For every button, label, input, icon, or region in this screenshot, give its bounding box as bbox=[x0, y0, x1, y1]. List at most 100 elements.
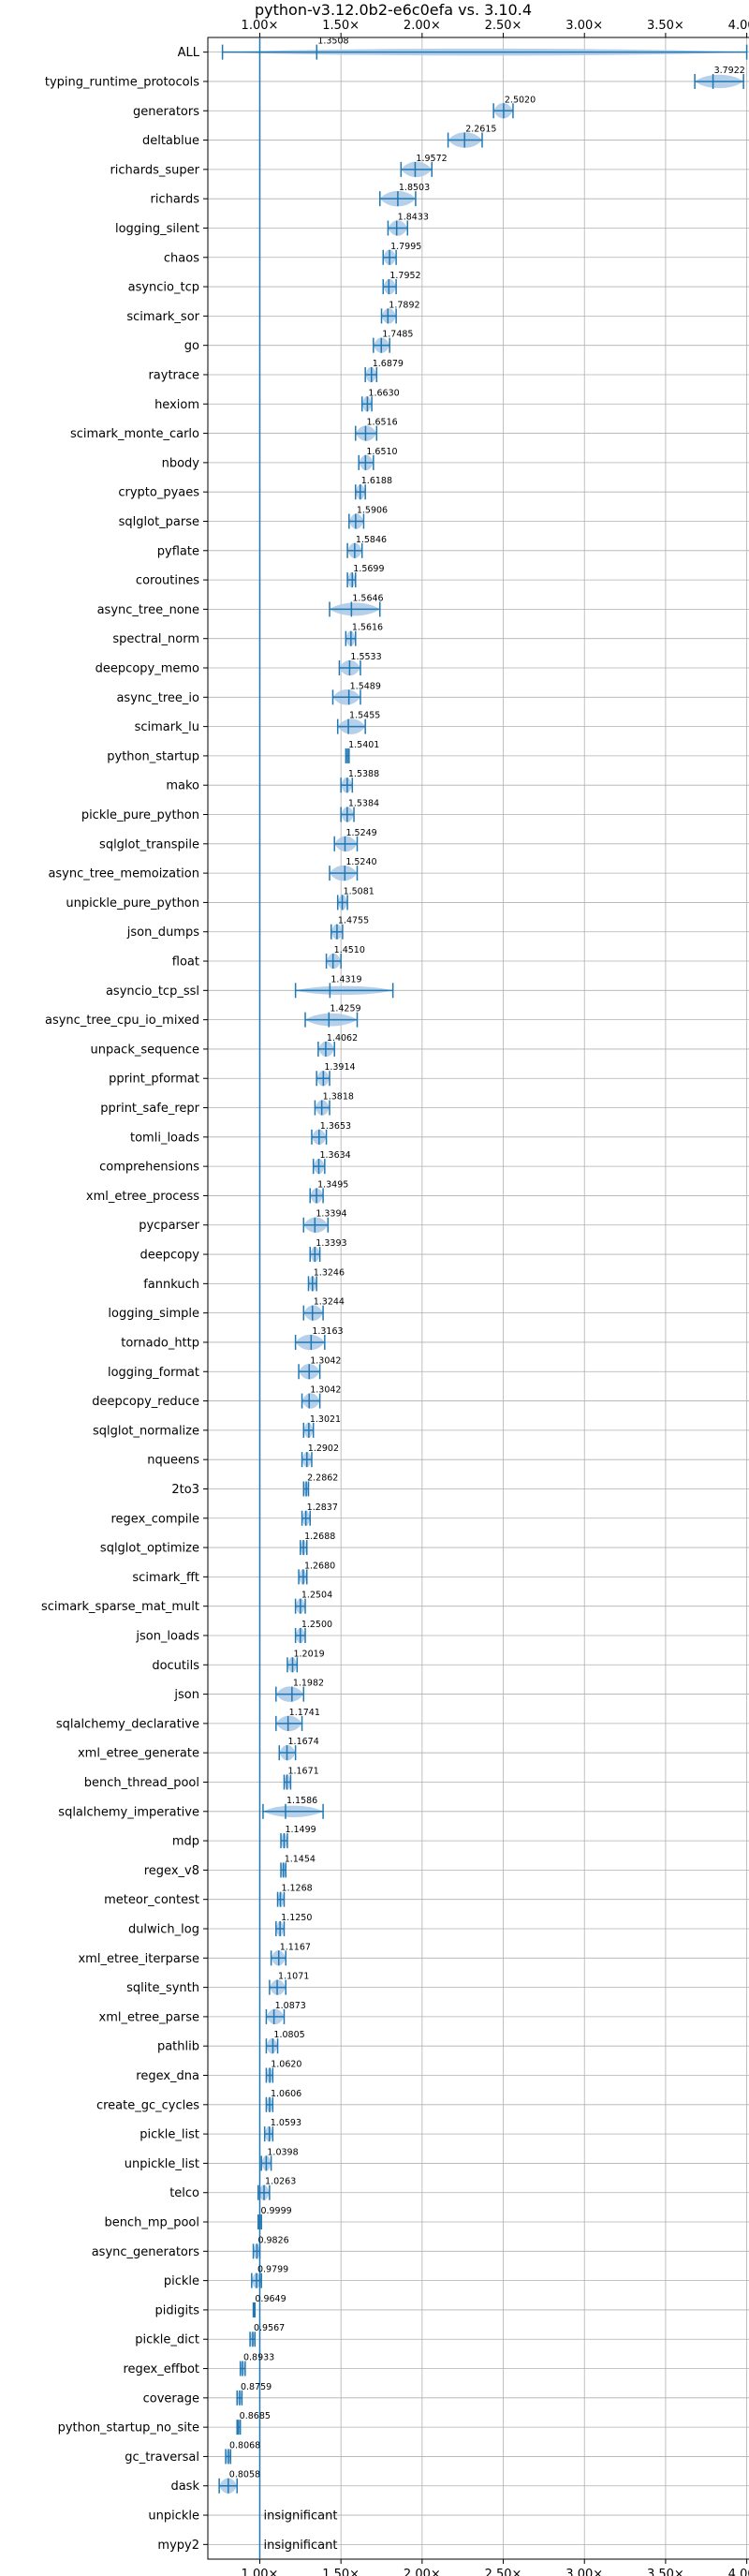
x-tick-label-bottom: 1.50× bbox=[322, 2568, 360, 2576]
benchmark-label: sqlite_synth bbox=[126, 1981, 199, 1995]
benchmark-label: gc_traversal bbox=[125, 2450, 199, 2465]
benchmark-label: xml_etree_parse bbox=[99, 2010, 199, 2024]
value-label: 1.9572 bbox=[416, 154, 447, 164]
value-label: 1.7485 bbox=[382, 330, 413, 340]
benchmark-label: float bbox=[172, 955, 199, 970]
benchmark-label: async_tree_io bbox=[116, 691, 199, 705]
value-label: 1.0873 bbox=[275, 2001, 306, 2011]
benchmark-label: generators bbox=[133, 105, 199, 119]
value-label: 1.6510 bbox=[366, 447, 397, 457]
benchmark-label: bench_thread_pool bbox=[84, 1776, 199, 1790]
benchmark-label: sqlglot_parse bbox=[119, 515, 199, 529]
value-label: 1.6516 bbox=[366, 418, 397, 428]
benchmark-label: scimark_sparse_mat_mult bbox=[41, 1600, 199, 1614]
value-label: 1.0805 bbox=[273, 2030, 304, 2040]
benchmark-label: nbody bbox=[162, 456, 200, 470]
x-tick-label-bottom: 1.00× bbox=[242, 2568, 279, 2576]
value-label: 1.5533 bbox=[350, 652, 381, 662]
benchmark-label: logging_simple bbox=[108, 1307, 199, 1321]
value-label: 1.1982 bbox=[293, 1679, 324, 1689]
benchmark-label: xml_etree_iterparse bbox=[78, 1952, 199, 1966]
benchmark-label: asyncio_tcp bbox=[128, 281, 199, 295]
value-label: 1.8433 bbox=[398, 212, 429, 222]
benchmark-label: dulwich_log bbox=[128, 1923, 199, 1937]
value-label: 1.3914 bbox=[324, 1062, 355, 1073]
value-label: 1.3042 bbox=[310, 1355, 341, 1366]
benchmark-label: regex_dna bbox=[136, 2069, 199, 2083]
value-label: 1.5240 bbox=[345, 857, 376, 867]
x-tick-label-top: 4.00× bbox=[728, 19, 749, 33]
value-label: 1.2504 bbox=[301, 1591, 332, 1601]
x-tick-label-top: 2.00× bbox=[404, 19, 441, 33]
value-label: 1.5489 bbox=[350, 681, 381, 691]
benchmark-label: sqlalchemy_declarative bbox=[56, 1717, 199, 1731]
value-label: 2.2862 bbox=[307, 1473, 338, 1483]
value-label: 1.3042 bbox=[310, 1385, 341, 1396]
benchmark-label: python_startup bbox=[107, 749, 199, 763]
x-tick-label-bottom: 2.50× bbox=[485, 2568, 522, 2576]
value-label: 1.5846 bbox=[356, 535, 387, 545]
benchmark-label: scimark_lu bbox=[135, 720, 199, 734]
value-label: 2.2615 bbox=[465, 125, 496, 135]
benchmark-label: pprint_safe_repr bbox=[100, 1102, 199, 1116]
benchmark-label: pathlib bbox=[157, 2040, 199, 2054]
value-label: 1.1586 bbox=[286, 1796, 317, 1806]
benchmark-label: ALL bbox=[178, 46, 200, 60]
value-label: 1.7892 bbox=[389, 300, 419, 310]
benchmark-label: coverage bbox=[143, 2391, 199, 2406]
benchmark-label: xml_etree_generate bbox=[78, 1747, 199, 1761]
benchmark-label: mypy2 bbox=[157, 2539, 199, 2553]
benchmark-label: pickle_list bbox=[140, 2128, 199, 2142]
benchmark-label: mdp bbox=[172, 1835, 199, 1849]
benchmark-label: logging_format bbox=[108, 1366, 199, 1380]
value-label: 1.1499 bbox=[285, 1825, 316, 1835]
benchmark-label: coroutines bbox=[136, 574, 199, 588]
value-label: 1.4062 bbox=[327, 1033, 358, 1044]
benchmark-label: pyflate bbox=[157, 544, 199, 558]
benchmark-label: async_tree_none bbox=[97, 603, 199, 617]
benchmark-label: mako bbox=[166, 779, 199, 793]
value-label: 1.3508 bbox=[317, 37, 348, 47]
benchmark-label: xml_etree_process bbox=[86, 1190, 199, 1204]
benchmark-label: create_gc_cycles bbox=[96, 2098, 199, 2112]
benchmark-label: hexiom bbox=[154, 398, 199, 412]
benchmark-label: pidigits bbox=[155, 2303, 200, 2317]
benchmark-label: tornado_http bbox=[121, 1336, 199, 1350]
value-label: 1.5081 bbox=[344, 886, 374, 896]
benchmark-label: sqlglot_normalize bbox=[93, 1424, 199, 1438]
value-label: 1.0398 bbox=[267, 2147, 298, 2157]
value-label: 1.2500 bbox=[301, 1620, 332, 1630]
label-layer: 1.3508 3.7922 2.5020 2.2615 1.9572 1.8503 1.84… bbox=[229, 37, 745, 2553]
x-tick-label-top: 1.00× bbox=[242, 19, 279, 33]
value-label: 1.5455 bbox=[349, 711, 380, 721]
value-label: 1.5388 bbox=[348, 769, 379, 779]
range-layer bbox=[218, 44, 748, 2494]
value-label: 2.5020 bbox=[505, 95, 536, 105]
value-label: 1.3818 bbox=[323, 1092, 354, 1103]
value-label: 1.5616 bbox=[352, 623, 383, 633]
benchmark-label: crypto_pyaes bbox=[118, 486, 199, 500]
x-tick-label-top: 2.50× bbox=[485, 19, 522, 33]
value-label: 1.3394 bbox=[316, 1209, 346, 1220]
value-label: 0.9567 bbox=[254, 2323, 285, 2333]
benchmark-label: python_startup_no_site bbox=[58, 2421, 199, 2435]
benchmark-label: unpickle bbox=[148, 2509, 199, 2524]
benchmark-label: comprehensions bbox=[99, 1161, 199, 1175]
value-label: 0.8685 bbox=[240, 2411, 271, 2421]
benchmark-label: tomli_loads bbox=[130, 1131, 199, 1145]
value-label: 1.2902 bbox=[308, 1443, 339, 1454]
value-label: 1.2837 bbox=[307, 1503, 338, 1513]
value-label: 1.2688 bbox=[304, 1532, 335, 1542]
value-label: 3.7922 bbox=[714, 66, 745, 76]
benchmark-label: async_generators bbox=[92, 2245, 200, 2259]
value-label: 0.8759 bbox=[241, 2382, 272, 2392]
value-label: 0.9649 bbox=[255, 2294, 286, 2304]
benchmark-label: nqueens bbox=[147, 1454, 199, 1468]
value-label: 1.4319 bbox=[330, 974, 361, 985]
value-label: 1.5249 bbox=[345, 828, 376, 838]
benchmark-label: deepcopy_reduce bbox=[92, 1395, 199, 1409]
benchmark-label: fannkuch bbox=[143, 1278, 199, 1292]
value-label: 1.1250 bbox=[281, 1913, 312, 1923]
value-label: 1.5646 bbox=[352, 593, 383, 603]
